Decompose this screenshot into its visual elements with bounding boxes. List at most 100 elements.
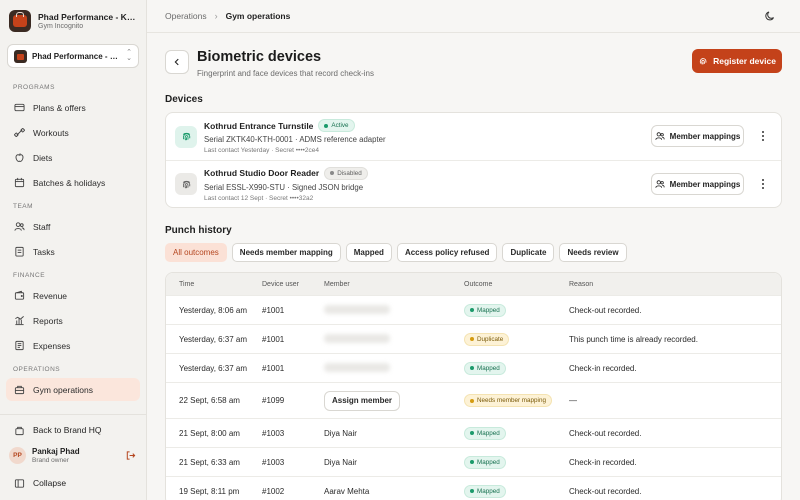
sidebar-item-batches[interactable]: Batches & holidays	[6, 171, 140, 194]
outcome-badge: Mapped	[464, 303, 506, 317]
sidebar-item-label: Diets	[33, 152, 53, 163]
table-row[interactable]: Yesterday, 6:37 am #1001 Duplicate This pun…	[166, 324, 781, 353]
users-icon	[14, 221, 25, 232]
more-options-icon[interactable]	[761, 178, 765, 190]
nav-section-label: PROGRAMS	[13, 84, 55, 91]
back-to-brand-hq-link[interactable]: Back to Brand HQ	[6, 419, 140, 441]
cell-member	[324, 304, 464, 316]
sidebar-item-label: Staff	[33, 221, 51, 232]
page-header: Biometric devices Fingerprint and face d…	[165, 49, 782, 78]
cell-device-user: #1003	[262, 457, 285, 467]
brand-subtitle: Gym Incognito	[38, 23, 84, 30]
brand-header[interactable]: Phad Performance - Kothrud Gym Incognito	[0, 0, 146, 40]
chevron-up-down-icon: ⌃ ⌄	[126, 49, 132, 62]
outcome-badge: Mapped	[464, 426, 506, 440]
filter-all-outcomes[interactable]: All outcomes	[165, 243, 227, 262]
filter-needs-member-mapping[interactable]: Needs member mapping	[231, 243, 341, 262]
cell-device-user: #1002	[262, 486, 285, 496]
sidebar-item-gym-operations[interactable]: Gym operations	[6, 378, 140, 401]
devices-list: Kothrud Entrance Turnstile Active Serial…	[165, 112, 782, 208]
member-mappings-button[interactable]: Member mappings	[651, 173, 744, 195]
device-row[interactable]: Kothrud Studio Door Reader Disabled Seri…	[166, 160, 781, 207]
register-device-button[interactable]: Register device	[692, 49, 782, 73]
sidebar: Phad Performance - Kothrud Gym Incognito…	[0, 0, 147, 500]
punch-history-title: Punch history	[165, 225, 232, 236]
cell-member	[324, 333, 464, 345]
table-row[interactable]: Yesterday, 6:37 am #1001 Mapped Check-in re…	[166, 353, 781, 382]
devices-section-title: Devices	[165, 94, 203, 105]
breadcrumb-operations[interactable]: Operations	[165, 11, 207, 21]
nav-section-label: OPERATIONS	[13, 366, 61, 373]
moon-icon[interactable]	[764, 10, 776, 22]
sidebar-item-label: Tasks	[33, 246, 55, 257]
collapse-icon	[14, 478, 25, 489]
calendar-icon	[14, 177, 25, 188]
cell-device-user: #1001	[262, 305, 285, 315]
cell-reason: Check-in recorded.	[569, 457, 637, 467]
chevron-left-icon	[174, 58, 179, 66]
top-bar: Operations › Gym operations	[147, 0, 800, 33]
member-mappings-button[interactable]: Member mappings	[651, 125, 744, 147]
user-profile[interactable]: PP Pankaj Phad Brand owner	[0, 443, 146, 468]
briefcase-icon	[14, 384, 25, 395]
sidebar-item-label: Expenses	[33, 340, 71, 351]
sidebar-item-plans[interactable]: Plans & offers	[6, 96, 140, 119]
table-row[interactable]: Yesterday, 8:06 am #1001 Mapped Check-out r…	[166, 295, 781, 324]
table-row[interactable]: 21 Sept, 8:00 am #1003 Diya Nair Mapped Chec…	[166, 418, 781, 447]
cell-time: 21 Sept, 6:33 am	[179, 457, 240, 467]
redacted-member-name	[324, 304, 390, 314]
filter-mapped[interactable]: Mapped	[345, 243, 392, 262]
breadcrumb: Operations › Gym operations	[165, 11, 290, 21]
breadcrumb-current: Gym operations	[225, 11, 291, 21]
filter-access-policy-refused[interactable]: Access policy refused	[396, 243, 498, 262]
outcome-badge: Duplicate	[464, 332, 510, 346]
device-name: Kothrud Entrance Turnstile	[204, 120, 314, 131]
filter-duplicate[interactable]: Duplicate	[502, 243, 555, 262]
cell-time: 21 Sept, 8:00 am	[179, 428, 240, 438]
back-button[interactable]	[165, 50, 189, 74]
sidebar-item-label: Reports	[33, 315, 63, 326]
sidebar-item-reports[interactable]: Reports	[6, 309, 140, 332]
sidebar-item-diets[interactable]: Diets	[6, 146, 140, 169]
sidebar-item-label: Batches & holidays	[33, 177, 106, 188]
table-row[interactable]: 22 Sept, 6:58 am #1099 Assign member Needs …	[166, 382, 781, 418]
status-badge: Active	[318, 119, 355, 132]
building-icon	[14, 425, 25, 436]
sidebar-item-tasks[interactable]: Tasks	[6, 240, 140, 263]
cell-member: Diya Nair	[324, 429, 464, 438]
sidebar-item-staff[interactable]: Staff	[6, 215, 140, 238]
sidebar-item-revenue[interactable]: Revenue	[6, 284, 140, 307]
cell-outcome: Mapped	[464, 361, 569, 375]
cell-reason: This punch time is already recorded.	[569, 334, 698, 344]
table-row[interactable]: 21 Sept, 6:33 am #1003 Diya Nair Mapped Chec…	[166, 447, 781, 476]
filter-needs-review[interactable]: Needs review	[559, 243, 627, 262]
column-member: Member	[324, 280, 350, 288]
users-icon	[655, 132, 665, 140]
column-time: Time	[179, 280, 195, 288]
cell-time: Yesterday, 8:06 am	[179, 305, 248, 315]
cell-member	[324, 362, 464, 374]
redacted-member-name	[324, 333, 390, 343]
column-reason: Reason	[569, 280, 594, 288]
cell-member: Aarav Mehta	[324, 487, 464, 496]
table-row[interactable]: 19 Sept, 8:11 pm #1002 Aarav Mehta Mapped Ch…	[166, 476, 781, 500]
sidebar-footer: Back to Brand HQ PP Pankaj Phad Brand ow…	[0, 414, 146, 500]
user-role: Brand owner	[32, 457, 69, 464]
assign-member-button[interactable]: Assign member	[324, 390, 401, 411]
collapse-sidebar-button[interactable]: Collapse	[6, 472, 140, 494]
register-device-label: Register device	[713, 56, 776, 66]
location-switcher[interactable]: Phad Performance - Kothrud ⌃⌄	[7, 44, 139, 68]
brand-name: Phad Performance - Kothrud	[38, 12, 138, 22]
sidebar-item-workouts[interactable]: Workouts	[6, 121, 140, 144]
device-serial: Serial ZKTK40-KTH-0001 · ADMS reference …	[204, 135, 386, 144]
checklist-icon	[14, 246, 25, 257]
collapse-label: Collapse	[33, 478, 67, 488]
device-row[interactable]: Kothrud Entrance Turnstile Active Serial…	[166, 113, 781, 160]
more-options-icon[interactable]	[761, 130, 765, 142]
punch-history-table: Time Device user Member Outcome Reason Y…	[165, 272, 782, 500]
cell-outcome: Mapped	[464, 484, 569, 498]
logout-icon[interactable]	[125, 450, 136, 461]
cell-member: Diya Nair	[324, 458, 464, 467]
sidebar-item-expenses[interactable]: Expenses	[6, 334, 140, 357]
outcome-badge: Needs member mapping	[464, 394, 552, 407]
